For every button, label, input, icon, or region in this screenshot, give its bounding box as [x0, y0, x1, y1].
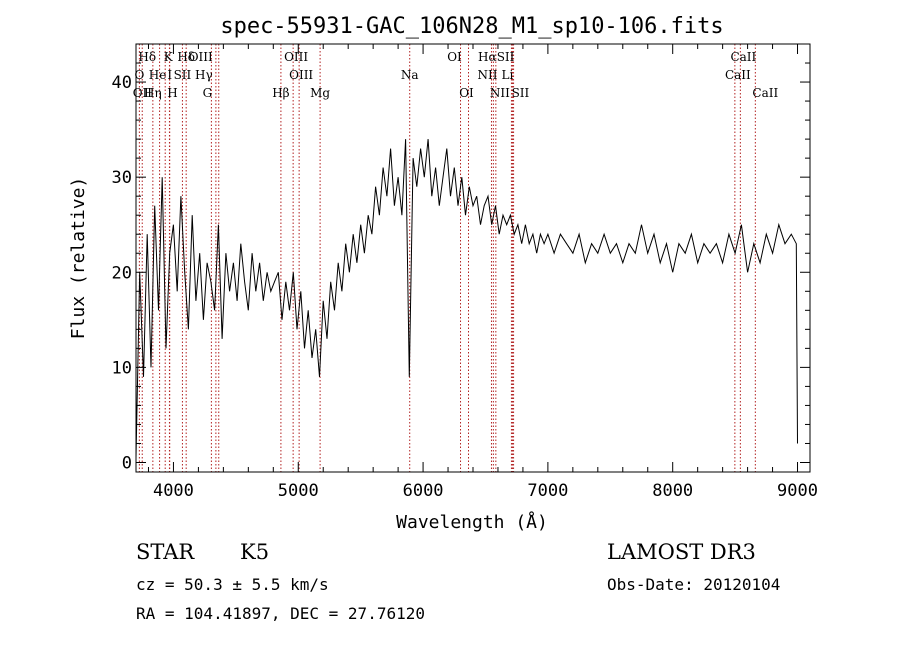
line-marker-label: G	[203, 86, 213, 100]
line-marker-label: OI	[459, 86, 474, 100]
line-marker-label: K	[164, 50, 174, 64]
line-marker-label: Hα	[478, 50, 497, 64]
line-marker-label: Hδ	[138, 50, 156, 64]
line-marker-label: CaII	[752, 86, 778, 100]
y-tick-label: 0	[122, 453, 132, 473]
line-marker-label: H	[167, 86, 177, 100]
x-tick-label: 5000	[278, 481, 319, 501]
y-tick-label: 30	[112, 168, 132, 188]
y-tick-label: 20	[112, 263, 132, 283]
x-tick-label: 4000	[153, 481, 194, 501]
line-marker-label: Li	[502, 68, 514, 82]
survey-name: LAMOST DR3	[607, 540, 756, 564]
marker-lines	[138, 44, 756, 472]
x-tick-label: 9000	[777, 481, 818, 501]
plot-frame	[135, 43, 811, 473]
line-marker-label: He	[149, 68, 167, 82]
line-marker-label: OI	[447, 50, 462, 64]
x-tick-label: 7000	[527, 481, 568, 501]
line-marker-label: OIII	[189, 50, 213, 64]
observation-date: Obs-Date: 20120104	[607, 575, 781, 594]
line-marker-label: Hβ	[272, 86, 289, 100]
line-marker-label: SII	[174, 68, 192, 82]
line-marker-label: CaII	[730, 50, 756, 64]
line-marker-label: OIII	[289, 68, 313, 82]
coordinates: RA = 104.41897, DEC = 27.76120	[136, 604, 425, 623]
object-class: STAR	[136, 540, 195, 564]
y-tick-label: 10	[112, 358, 132, 378]
line-marker-label: OII	[133, 86, 153, 100]
x-axis-label: Wavelength (Å)	[396, 511, 548, 533]
axis-ticks: 4000 5000 6000 7000 8000 9000 0 10 20 30 40	[112, 44, 818, 501]
y-tick-label: 40	[112, 73, 132, 93]
line-marker-label: SII	[512, 86, 530, 100]
x-tick-label: 6000	[403, 481, 444, 501]
chart-title: spec-55931-GAC_106N28_M1_sp10-106.fits	[220, 14, 723, 39]
line-marker-label: Na	[401, 68, 419, 82]
line-marker-label: Hγ	[195, 68, 213, 82]
object-subclass: K5	[240, 540, 270, 564]
line-marker-label: Hδ	[177, 50, 195, 64]
line-marker-label: O	[134, 68, 144, 82]
line-marker-label: I	[167, 68, 172, 82]
line-marker-label: Hη	[144, 86, 162, 100]
line-marker-label: NII	[477, 68, 497, 82]
line-marker-label: CaII	[725, 68, 751, 82]
line-marker-label: SII	[497, 50, 515, 64]
x-tick-label: 8000	[652, 481, 693, 501]
line-marker-label: NII	[490, 86, 510, 100]
line-marker-label: OIII	[284, 50, 308, 64]
redshift-value: cz = 50.3 ± 5.5 km/s	[136, 575, 329, 594]
line-marker-label: Mg	[310, 86, 330, 100]
y-axis-label: Flux (relative)	[68, 177, 89, 340]
spectrum-line	[135, 139, 798, 458]
